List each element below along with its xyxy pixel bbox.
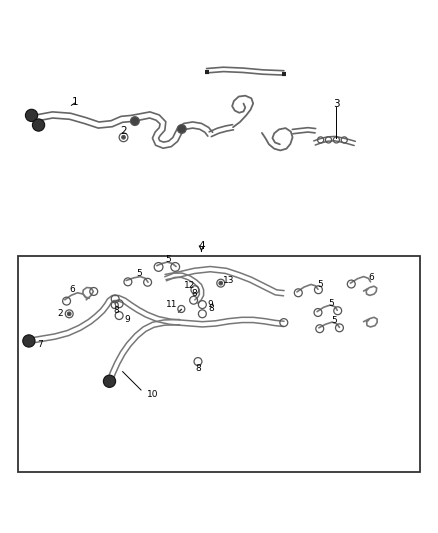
Text: 5: 5: [166, 255, 172, 263]
Text: 8: 8: [195, 364, 201, 373]
Text: 8: 8: [191, 289, 198, 298]
Text: 7: 7: [37, 340, 43, 349]
Text: 12: 12: [184, 281, 196, 290]
Text: 3: 3: [333, 99, 340, 109]
Circle shape: [103, 375, 116, 387]
Text: 5: 5: [331, 316, 337, 325]
Text: 8: 8: [208, 304, 214, 313]
Text: 8: 8: [113, 306, 119, 315]
Text: 2: 2: [120, 126, 127, 136]
Circle shape: [177, 125, 186, 133]
Text: 9: 9: [124, 316, 130, 325]
Text: 11: 11: [166, 300, 178, 309]
Circle shape: [122, 135, 125, 139]
Text: 9: 9: [207, 300, 213, 309]
Text: 10: 10: [147, 390, 158, 399]
Circle shape: [32, 119, 45, 131]
Text: 5: 5: [318, 280, 324, 289]
Text: 13: 13: [223, 276, 234, 285]
Circle shape: [23, 335, 35, 347]
Text: 6: 6: [368, 273, 374, 282]
Text: 5: 5: [136, 270, 142, 278]
Circle shape: [67, 312, 71, 316]
Text: 4: 4: [198, 241, 205, 252]
Text: 1: 1: [72, 97, 79, 107]
Text: 2: 2: [58, 309, 63, 318]
Circle shape: [131, 117, 139, 125]
Bar: [18, 255, 420, 472]
Circle shape: [25, 109, 38, 122]
Text: 5: 5: [328, 299, 334, 308]
Circle shape: [219, 281, 223, 285]
Text: 6: 6: [69, 285, 75, 294]
